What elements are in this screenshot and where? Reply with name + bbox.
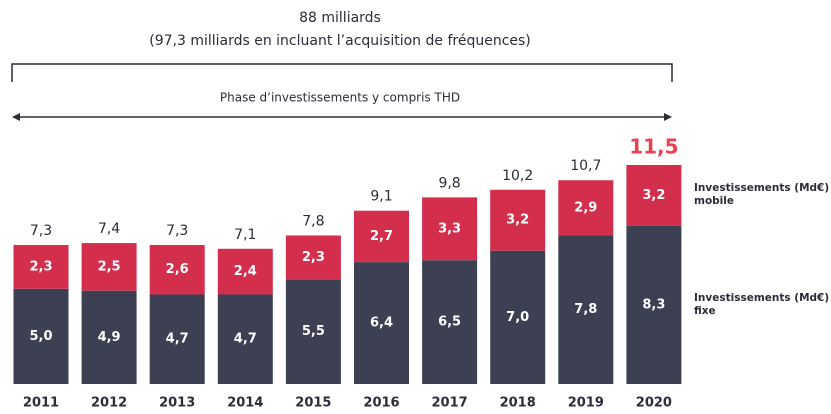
data-label: 4,7: [234, 332, 257, 347]
bar-segment: [558, 180, 614, 236]
data-label: 4,9: [98, 330, 121, 345]
bar-segment: [626, 165, 682, 226]
chart-title: 88 milliards: [299, 10, 381, 26]
bar-segment: [149, 244, 205, 295]
bar-segment: [490, 250, 546, 384]
bar-segment: [217, 294, 273, 384]
x-tick-label: 2017: [432, 396, 468, 411]
x-tick-label: 2020: [636, 396, 672, 411]
data-label: 2,5: [98, 259, 121, 274]
bar-segment: [558, 235, 614, 384]
bar-segment: [490, 189, 546, 251]
bar-segment: [81, 243, 137, 291]
bar-segment: [149, 294, 205, 384]
x-tick-label: 2011: [23, 396, 59, 411]
data-label: 5,5: [302, 324, 325, 339]
bar-segment: [13, 244, 69, 289]
data-label: 2,3: [302, 250, 325, 265]
total-label: 10,2: [502, 168, 533, 184]
total-label: 7,4: [98, 221, 120, 237]
total-label: 10,7: [570, 158, 601, 174]
bar-segment: [354, 210, 409, 263]
total-label: 7,1: [234, 227, 256, 243]
data-label: 3,2: [642, 188, 665, 203]
data-label: 7,8: [574, 302, 597, 317]
bar-segment: [626, 225, 682, 384]
total-label: 11,5: [629, 135, 678, 159]
x-tick-label: 2016: [363, 396, 399, 411]
data-label: 2,9: [574, 200, 597, 215]
bar-segment: [13, 288, 69, 384]
bar-segment: [217, 248, 273, 295]
x-tick-label: 2015: [295, 396, 331, 411]
data-label: 8,3: [642, 297, 665, 312]
annotation: Phase d’investissements y compris THD: [220, 91, 460, 105]
total-label: 7,8: [302, 213, 324, 229]
data-label: 5,0: [29, 329, 52, 344]
legend-label: Investissements (Md€) mobile: [694, 182, 830, 208]
total-label: 9,1: [370, 189, 392, 205]
bar-segment: [81, 290, 137, 384]
data-label: 2,4: [234, 264, 257, 279]
x-tick-label: 2013: [159, 396, 195, 411]
bar-segment: [285, 235, 341, 280]
data-label: 2,3: [29, 259, 52, 274]
x-tick-label: 2014: [227, 396, 263, 411]
legend-label: Investissements (Md€) fixe: [694, 291, 830, 317]
x-tick-label: 2019: [568, 396, 604, 411]
bracket: [11, 63, 673, 82]
bar-segment: [422, 260, 478, 384]
x-tick-label: 2018: [500, 396, 536, 411]
data-label: 4,7: [166, 332, 189, 347]
data-label: 6,5: [438, 315, 461, 330]
data-label: 6,4: [370, 316, 393, 331]
bar-segment: [422, 197, 478, 261]
total-label: 9,8: [438, 175, 460, 191]
data-label: 2,6: [166, 262, 189, 277]
legend-entry: Investissements (Md€) mobile: [694, 182, 830, 208]
data-label: 3,3: [438, 221, 461, 236]
chart-subtitle: (97,3 milliards en incluant l’acquisitio…: [149, 33, 531, 49]
total-label: 7,3: [30, 223, 52, 239]
x-tick-label: 2012: [91, 396, 127, 411]
total-label: 7,3: [166, 223, 188, 239]
data-label: 2,7: [370, 229, 393, 244]
data-label: 3,2: [506, 213, 529, 228]
data-label: 7,0: [506, 310, 529, 325]
bar-segment: [285, 279, 341, 384]
bar-segment: [354, 262, 409, 384]
legend-entry: Investissements (Md€) fixe: [694, 291, 830, 317]
